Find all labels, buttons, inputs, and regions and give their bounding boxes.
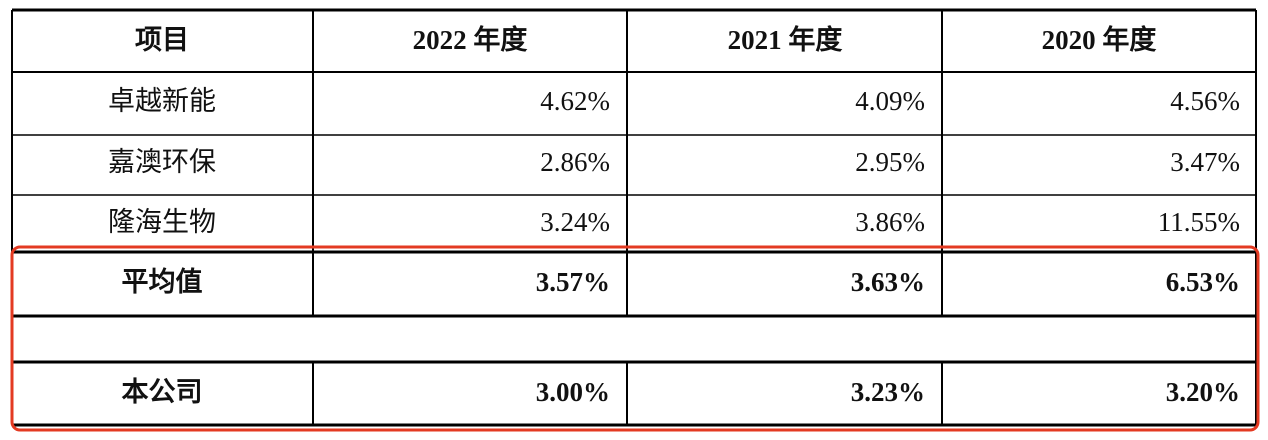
value-cell: 11.55% <box>1158 207 1240 237</box>
average-label: 平均值 <box>122 267 203 297</box>
value-cell: 3.24% <box>540 207 610 237</box>
value-cell: 4.62% <box>540 86 610 116</box>
value-cell: 2.86% <box>540 147 610 177</box>
average-value: 3.57% <box>536 267 610 297</box>
header-cell: 2022 年度 <box>413 24 528 55</box>
average-value: 6.53% <box>1166 267 1240 297</box>
header-cell: 2020 年度 <box>1042 24 1157 55</box>
value-cell: 4.56% <box>1170 86 1240 116</box>
row-label: 隆海生物 <box>108 207 216 237</box>
value-cell: 4.09% <box>855 86 925 116</box>
company-value: 3.20% <box>1166 377 1240 407</box>
value-cell: 3.86% <box>855 207 925 237</box>
company-label: 本公司 <box>122 377 203 407</box>
average-value: 3.63% <box>851 267 925 297</box>
company-value: 3.23% <box>851 377 925 407</box>
highlight-box <box>10 245 1260 432</box>
company-value: 3.00% <box>536 377 610 407</box>
value-cell: 3.47% <box>1170 147 1240 177</box>
value-cell: 2.95% <box>855 147 925 177</box>
row-label: 嘉澳环保 <box>108 147 216 177</box>
header-cell: 项目 <box>135 25 189 55</box>
row-label: 卓越新能 <box>108 86 216 116</box>
header-cell: 2021 年度 <box>728 24 843 55</box>
table-borders <box>11 8 1257 427</box>
